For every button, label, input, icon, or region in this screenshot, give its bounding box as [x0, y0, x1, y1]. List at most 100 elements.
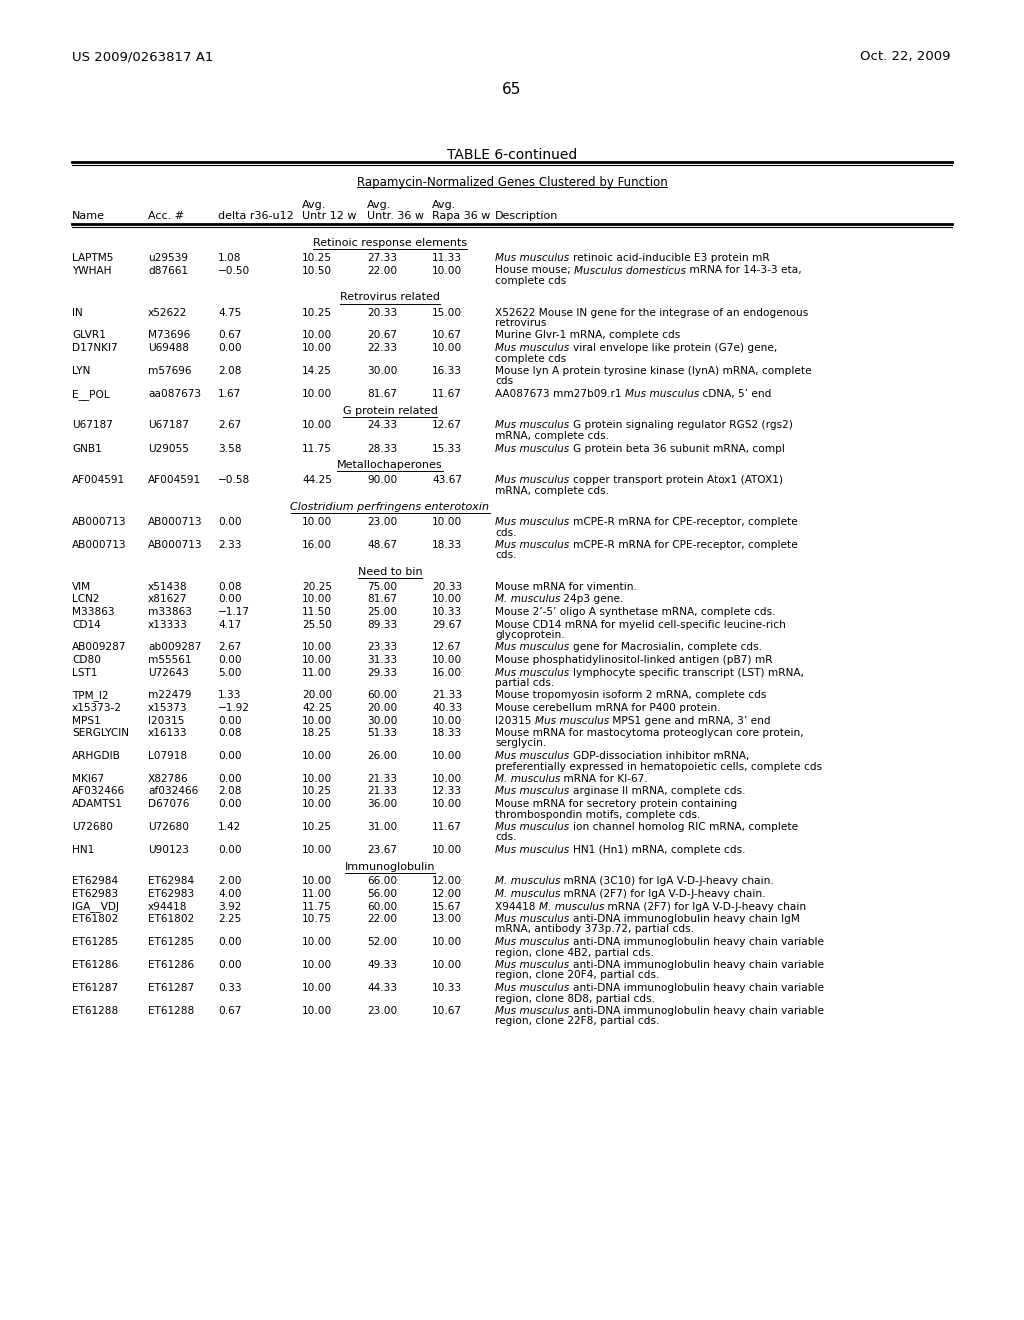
Text: Mus musculus: Mus musculus	[495, 913, 572, 924]
Text: 48.67: 48.67	[367, 540, 397, 550]
Text: 1.33: 1.33	[218, 690, 242, 701]
Text: 52.00: 52.00	[367, 937, 397, 946]
Text: anti-DNA immunoglobulin heavy chain IgM: anti-DNA immunoglobulin heavy chain IgM	[572, 913, 800, 924]
Text: 11.67: 11.67	[432, 822, 462, 832]
Text: 11.33: 11.33	[432, 253, 462, 263]
Text: ET61287: ET61287	[148, 983, 195, 993]
Text: Retinoic response elements: Retinoic response elements	[313, 238, 467, 248]
Text: D67076: D67076	[148, 799, 189, 809]
Text: 10.25: 10.25	[302, 787, 332, 796]
Text: LCN2: LCN2	[72, 594, 99, 605]
Text: ion channel homolog RIC mRNA, complete: ion channel homolog RIC mRNA, complete	[572, 822, 798, 832]
Text: 10.67: 10.67	[432, 1006, 462, 1016]
Text: 16.00: 16.00	[432, 668, 462, 677]
Text: 23.33: 23.33	[367, 643, 397, 652]
Text: 13.00: 13.00	[432, 913, 462, 924]
Text: m57696: m57696	[148, 366, 191, 376]
Text: Mouse tropomyosin isoform 2 mRNA, complete cds: Mouse tropomyosin isoform 2 mRNA, comple…	[495, 690, 766, 701]
Text: 0.00: 0.00	[218, 517, 242, 527]
Text: TPM_I2: TPM_I2	[72, 690, 109, 701]
Text: 10.00: 10.00	[302, 845, 332, 855]
Text: 10.00: 10.00	[302, 960, 332, 970]
Text: 10.00: 10.00	[302, 655, 332, 665]
Text: 10.00: 10.00	[432, 517, 462, 527]
Text: ET61288: ET61288	[72, 1006, 118, 1016]
Text: X82786: X82786	[148, 774, 188, 784]
Text: 22.00: 22.00	[367, 913, 397, 924]
Text: U72680: U72680	[148, 822, 189, 832]
Text: ARHGDIB: ARHGDIB	[72, 751, 121, 762]
Text: 25.00: 25.00	[367, 607, 397, 616]
Text: Untr 12 w: Untr 12 w	[302, 211, 356, 220]
Text: 30.00: 30.00	[367, 366, 397, 376]
Text: 0.00: 0.00	[218, 343, 242, 352]
Text: 10.00: 10.00	[302, 594, 332, 605]
Text: AB000713: AB000713	[148, 540, 203, 550]
Text: m22479: m22479	[148, 690, 191, 701]
Text: 16.33: 16.33	[432, 366, 462, 376]
Text: thrombospondin motifs, complete cds.: thrombospondin motifs, complete cds.	[495, 809, 700, 820]
Text: ET61287: ET61287	[72, 983, 118, 993]
Text: Mouse mRNA for mastocytoma proteoglycan core protein,: Mouse mRNA for mastocytoma proteoglycan …	[495, 729, 804, 738]
Text: HN1: HN1	[72, 845, 94, 855]
Text: mRNA (2F7) for IgA V-D-J-heavy chain: mRNA (2F7) for IgA V-D-J-heavy chain	[604, 902, 807, 912]
Text: Name: Name	[72, 211, 105, 220]
Text: AB000713: AB000713	[72, 517, 127, 527]
Text: 10.67: 10.67	[432, 330, 462, 341]
Text: 10.00: 10.00	[432, 751, 462, 762]
Text: 10.25: 10.25	[302, 308, 332, 318]
Text: 23.00: 23.00	[367, 1006, 397, 1016]
Text: X52622 Mouse IN gene for the integrase of an endogenous: X52622 Mouse IN gene for the integrase o…	[495, 308, 808, 318]
Text: cds: cds	[495, 376, 513, 387]
Text: 43.67: 43.67	[432, 475, 462, 484]
Text: 10.00: 10.00	[302, 343, 332, 352]
Text: 51.33: 51.33	[367, 729, 397, 738]
Text: 2.00: 2.00	[218, 876, 242, 887]
Text: 4.00: 4.00	[218, 888, 242, 899]
Text: 2.08: 2.08	[218, 787, 242, 796]
Text: 10.00: 10.00	[432, 343, 462, 352]
Text: x15373-2: x15373-2	[72, 704, 122, 713]
Text: mRNA, complete cds.: mRNA, complete cds.	[495, 432, 609, 441]
Text: 10.00: 10.00	[302, 421, 332, 430]
Text: 10.00: 10.00	[302, 330, 332, 341]
Text: Rapa 36 w: Rapa 36 w	[432, 211, 490, 220]
Text: Mus musculus: Mus musculus	[495, 960, 572, 970]
Text: 10.33: 10.33	[432, 607, 462, 616]
Text: mRNA, complete cds.: mRNA, complete cds.	[495, 486, 609, 495]
Text: Rapamycin-Normalized Genes Clustered by Function: Rapamycin-Normalized Genes Clustered by …	[356, 176, 668, 189]
Text: LST1: LST1	[72, 668, 97, 677]
Text: x16133: x16133	[148, 729, 187, 738]
Text: Acc. #: Acc. #	[148, 211, 184, 220]
Text: 10.00: 10.00	[302, 1006, 332, 1016]
Text: 21.33: 21.33	[367, 787, 397, 796]
Text: 10.00: 10.00	[432, 774, 462, 784]
Text: 40.33: 40.33	[432, 704, 462, 713]
Text: 29.67: 29.67	[432, 619, 462, 630]
Text: 12.33: 12.33	[432, 787, 462, 796]
Text: 10.00: 10.00	[432, 655, 462, 665]
Text: 10.00: 10.00	[432, 715, 462, 726]
Text: Mus musculus: Mus musculus	[495, 668, 572, 677]
Text: 0.00: 0.00	[218, 751, 242, 762]
Text: 66.00: 66.00	[367, 876, 397, 887]
Text: 31.00: 31.00	[367, 822, 397, 832]
Text: U72643: U72643	[148, 668, 188, 677]
Text: ET61285: ET61285	[72, 937, 118, 946]
Text: LAPTM5: LAPTM5	[72, 253, 114, 263]
Text: serglycin.: serglycin.	[495, 738, 546, 748]
Text: ET62983: ET62983	[148, 888, 195, 899]
Text: 10.33: 10.33	[432, 983, 462, 993]
Text: M33863: M33863	[72, 607, 115, 616]
Text: 21.33: 21.33	[367, 774, 397, 784]
Text: 0.00: 0.00	[218, 960, 242, 970]
Text: complete cds: complete cds	[495, 354, 566, 363]
Text: 15.00: 15.00	[432, 308, 462, 318]
Text: U72680: U72680	[72, 822, 113, 832]
Text: 10.00: 10.00	[302, 937, 332, 946]
Text: anti-DNA immunoglobulin heavy chain variable: anti-DNA immunoglobulin heavy chain vari…	[572, 960, 823, 970]
Text: 2.67: 2.67	[218, 643, 242, 652]
Text: 14.25: 14.25	[302, 366, 332, 376]
Text: G protein beta 36 subunit mRNA, compl: G protein beta 36 subunit mRNA, compl	[572, 444, 784, 454]
Text: copper transport protein Atox1 (ATOX1): copper transport protein Atox1 (ATOX1)	[572, 475, 782, 484]
